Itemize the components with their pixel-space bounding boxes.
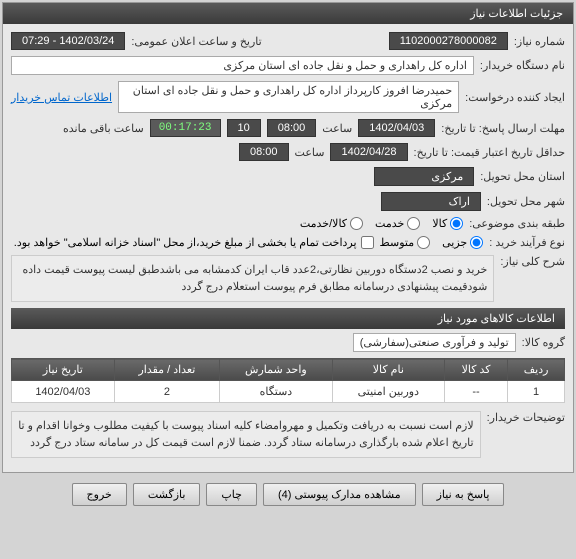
th-unit: واحد شمارش: [220, 359, 333, 381]
creator-value: حمیدرضا افروز کارپرداز اداره کل راهداری …: [118, 81, 459, 113]
deadline-date: 1402/04/03: [358, 119, 435, 137]
province-label: استان محل تحویل:: [480, 170, 565, 183]
panel-header: جزئیات اطلاعات نیاز: [3, 3, 573, 24]
goods-table: ردیف کد کالا نام کالا واحد شمارش تعداد /…: [11, 358, 565, 403]
row-req-number: شماره نیاز: 1102000278000082 تاریخ و ساع…: [11, 32, 565, 50]
goods-section-title: اطلاعات کالاهای مورد نیاز: [11, 308, 565, 329]
main-desc-label: شرح کلی نیاز:: [500, 255, 565, 268]
td-code: --: [444, 381, 507, 403]
view-docs-button[interactable]: مشاهده مدارک پیوستی (4): [263, 483, 416, 506]
th-code: کد کالا: [444, 359, 507, 381]
td-name: دوربین امنیتی: [332, 381, 444, 403]
radio-kala[interactable]: کالا: [432, 217, 463, 230]
td-date: 1402/04/03: [12, 381, 115, 403]
radio-jozi[interactable]: جزیی: [442, 236, 483, 249]
table-row[interactable]: 1 -- دوربین امنیتی دستگاه 2 1402/04/03: [12, 381, 565, 403]
row-validity: حداقل تاریخ اعتبار قیمت: تا تاریخ: 1402/…: [11, 143, 565, 161]
deadline-counter: 10: [227, 119, 261, 137]
td-qty: 2: [114, 381, 219, 403]
deadline-time-label: ساعت: [322, 122, 352, 135]
city-value: اراک: [381, 192, 481, 211]
public-date-value: 1402/03/24 - 07:29: [11, 32, 125, 50]
radio-motevaset[interactable]: متوسط: [380, 236, 431, 249]
note-check[interactable]: پرداخت تمام یا بخشی از مبلغ خرید،از محل …: [14, 236, 374, 249]
td-unit: دستگاه: [220, 381, 333, 403]
th-row: ردیف: [508, 359, 565, 381]
buyer-notes-value: لازم است نسبت به دریافت وتکمیل و مهروامض…: [11, 411, 481, 458]
validity-time: 08:00: [239, 143, 289, 161]
category-label: طبقه بندی موضوعی:: [469, 217, 565, 230]
th-date: تاریخ نیاز: [12, 359, 115, 381]
row-deadline: مهلت ارسال پاسخ: تا تاریخ: 1402/04/03 سا…: [11, 119, 565, 137]
contact-link[interactable]: اطلاعات تماس خریدار: [11, 91, 112, 104]
req-number-label: شماره نیاز:: [514, 35, 565, 48]
panel-body: شماره نیاز: 1102000278000082 تاریخ و ساع…: [3, 24, 573, 472]
button-bar: پاسخ به نیاز مشاهده مدارک پیوستی (4) چاپ…: [0, 475, 576, 514]
td-row: 1: [508, 381, 565, 403]
row-province: استان محل تحویل: مرکزی: [11, 167, 565, 186]
validity-date: 1402/04/28: [330, 143, 407, 161]
row-buyer-notes: توضیحات خریدار: لازم است نسبت به دریافت …: [11, 411, 565, 458]
goods-group-value: تولید و فرآوری صنعتی(سفارشی): [353, 333, 516, 352]
row-goods-group: گروه کالا: تولید و فرآوری صنعتی(سفارشی): [11, 333, 565, 352]
goods-group-label: گروه کالا:: [522, 336, 565, 349]
req-number-value: 1102000278000082: [389, 32, 508, 50]
details-panel: جزئیات اطلاعات نیاز شماره نیاز: 11020002…: [2, 2, 574, 473]
countdown-timer: 00:17:23: [150, 119, 221, 137]
deadline-label: مهلت ارسال پاسخ: تا تاریخ:: [441, 122, 565, 135]
province-value: مرکزی: [374, 167, 474, 186]
creator-label: ایجاد کننده درخواست:: [465, 91, 565, 104]
deadline-time: 08:00: [267, 119, 317, 137]
print-button[interactable]: چاپ: [206, 483, 257, 506]
radio-kala-khedmat[interactable]: کالا/خدمت: [300, 217, 363, 230]
back-button[interactable]: بازگشت: [133, 483, 201, 506]
table-header-row: ردیف کد کالا نام کالا واحد شمارش تعداد /…: [12, 359, 565, 381]
th-qty: تعداد / مقدار: [114, 359, 219, 381]
row-buyer-device: نام دستگاه خریدار: اداره کل راهداری و حم…: [11, 56, 565, 75]
purchase-type-label: نوع فرآیند خرید :: [489, 236, 565, 249]
row-main-desc: شرح کلی نیاز: خرید و نصب 2دستگاه دوربین …: [11, 255, 565, 302]
validity-time-label: ساعت: [295, 146, 325, 159]
row-creator: ایجاد کننده درخواست: حمیدرضا افروز کارپر…: [11, 81, 565, 113]
category-radios: کالا خدمت کالا/خدمت: [300, 217, 463, 230]
row-purchase-type: نوع فرآیند خرید : جزیی متوسط پرداخت تمام…: [11, 236, 565, 249]
respond-button[interactable]: پاسخ به نیاز: [422, 483, 505, 506]
buyer-device-label: نام دستگاه خریدار:: [480, 59, 565, 72]
row-city: شهر محل تحویل: اراک: [11, 192, 565, 211]
validity-label: حداقل تاریخ اعتبار قیمت: تا تاریخ:: [414, 146, 565, 159]
public-date-label: تاریخ و ساعت اعلان عمومی:: [131, 35, 261, 48]
th-name: نام کالا: [332, 359, 444, 381]
buyer-notes-label: توضیحات خریدار:: [487, 411, 565, 424]
exit-button[interactable]: خروج: [72, 483, 127, 506]
remaining-label: ساعت باقی مانده: [63, 122, 144, 135]
buyer-device-value: اداره کل راهداری و حمل و نقل جاده ای است…: [11, 56, 474, 75]
main-desc-value: خرید و نصب 2دستگاه دوربین نظارتی،2عدد قا…: [11, 255, 494, 302]
row-category: طبقه بندی موضوعی: کالا خدمت کالا/خدمت: [11, 217, 565, 230]
radio-khedmat[interactable]: خدمت: [375, 217, 420, 230]
city-label: شهر محل تحویل:: [487, 195, 565, 208]
purchase-type-radios: جزیی متوسط: [380, 236, 484, 249]
